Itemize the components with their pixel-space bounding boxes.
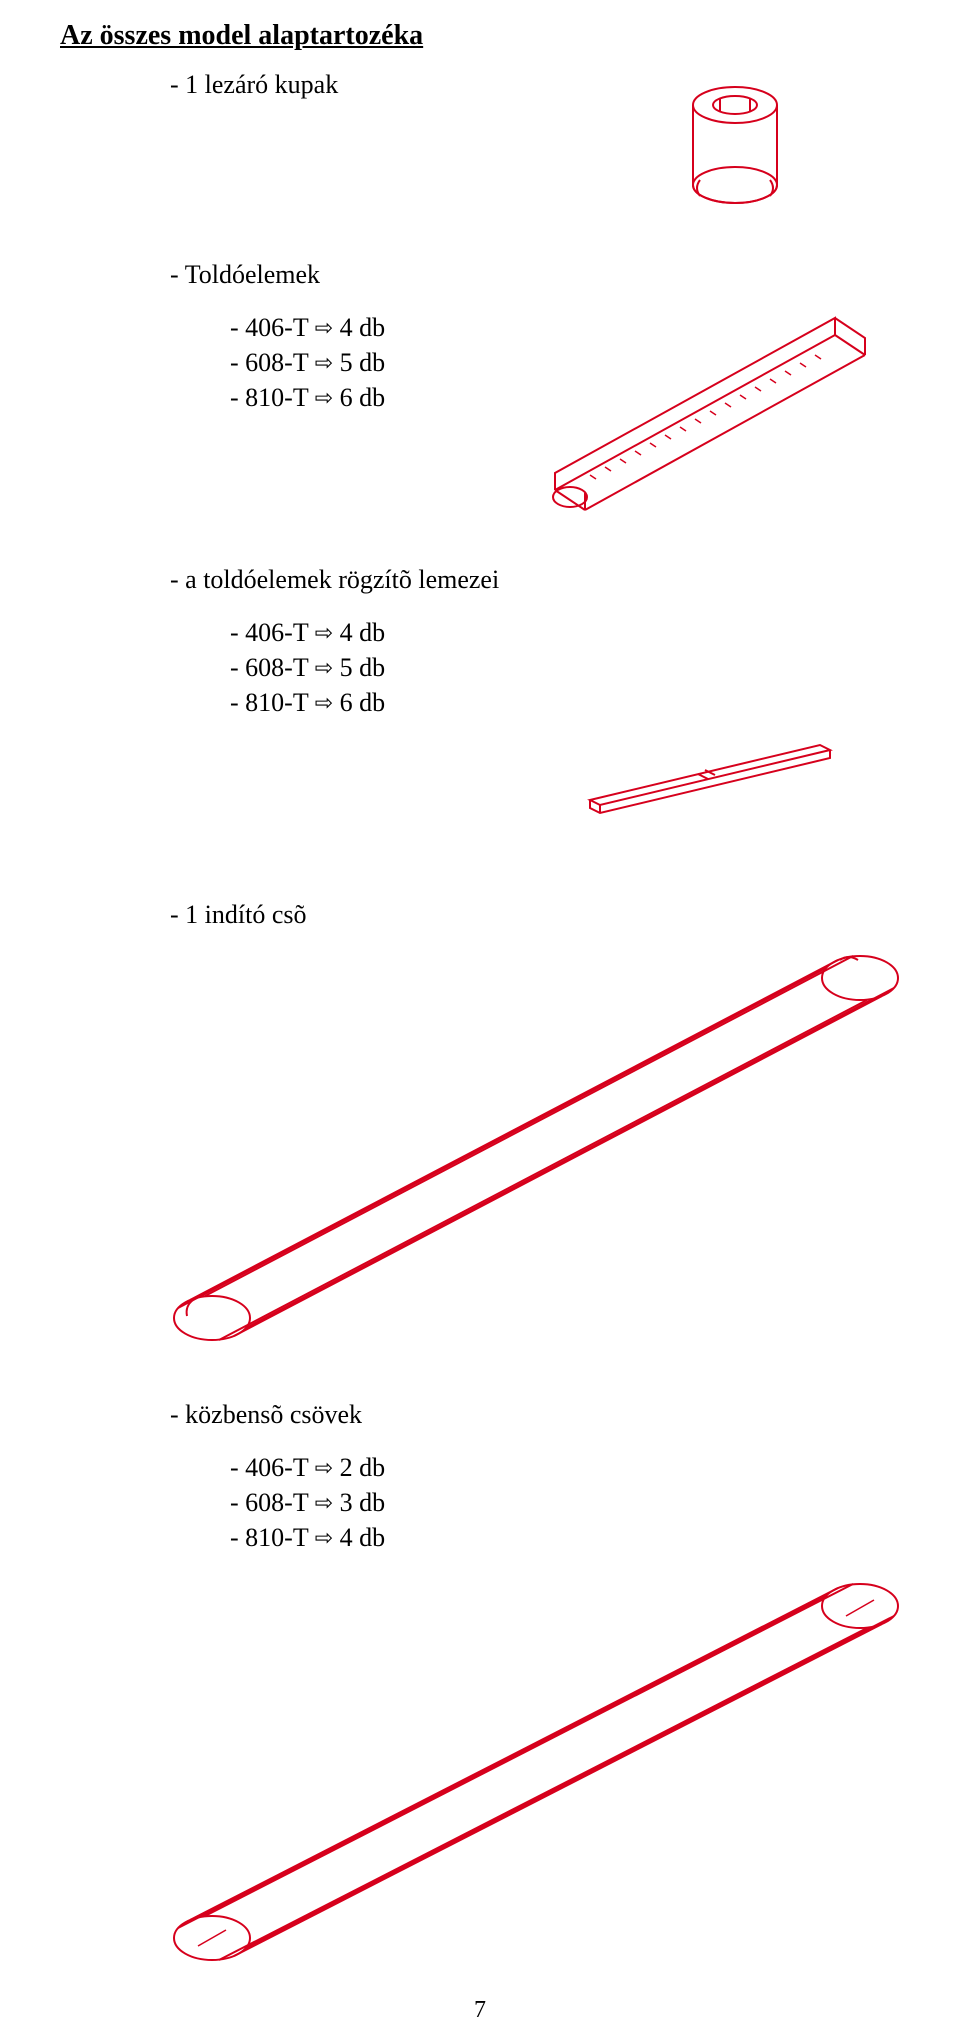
illustration-end-cap [680,80,790,220]
list-item: - 810-T ⇨ 6 db [230,685,900,720]
qty-value: 6 db [340,383,386,412]
model-code: - 608-T [230,348,308,377]
arrow-icon: ⇨ [315,1523,333,1553]
arrow-icon: ⇨ [315,618,333,648]
qty-value: 5 db [340,653,386,682]
section-middle-label: - közbensõ csövek [60,1400,900,1430]
arrow-icon: ⇨ [315,1488,333,1518]
qty-value: 6 db [340,688,386,717]
section-plates-label: - a toldóelemek rögzítõ lemezei [60,565,900,595]
illustration-starter-tube [150,930,910,1360]
illustration-extension-rail [530,305,890,525]
model-code: - 608-T [230,653,308,682]
illustration-fixing-plate [580,730,840,820]
qty-value: 5 db [340,348,386,377]
model-code: - 608-T [230,1488,308,1517]
qty-value: 3 db [340,1488,386,1517]
illustration-middle-tube [150,1560,910,1980]
qty-value: 4 db [340,1523,386,1552]
arrow-icon: ⇨ [315,688,333,718]
document-page: Az összes model alaptartozéka - 1 lezáró… [0,0,960,2042]
arrow-icon: ⇨ [315,383,333,413]
list-item: - 810-T ⇨ 4 db [230,1520,900,1555]
model-code: - 406-T [230,618,308,647]
qty-value: 4 db [340,618,386,647]
model-code: - 406-T [230,313,308,342]
list-item: - 406-T ⇨ 4 db [230,615,900,650]
page-title: Az összes model alaptartozéka [60,20,900,52]
qty-value: 2 db [340,1453,386,1482]
section-starter-label: - 1 indító csõ [60,900,900,930]
list-item: - 608-T ⇨ 3 db [230,1485,900,1520]
model-code: - 810-T [230,688,308,717]
qty-value: 4 db [340,313,386,342]
arrow-icon: ⇨ [315,1453,333,1483]
list-item: - 608-T ⇨ 5 db [230,650,900,685]
page-number: 7 [0,1997,960,2024]
model-code: - 810-T [230,1523,308,1552]
arrow-icon: ⇨ [315,313,333,343]
model-code: - 810-T [230,383,308,412]
section-extensions-label: - Toldóelemek [60,260,900,290]
model-code: - 406-T [230,1453,308,1482]
arrow-icon: ⇨ [315,653,333,683]
list-item: - 406-T ⇨ 2 db [230,1450,900,1485]
arrow-icon: ⇨ [315,348,333,378]
